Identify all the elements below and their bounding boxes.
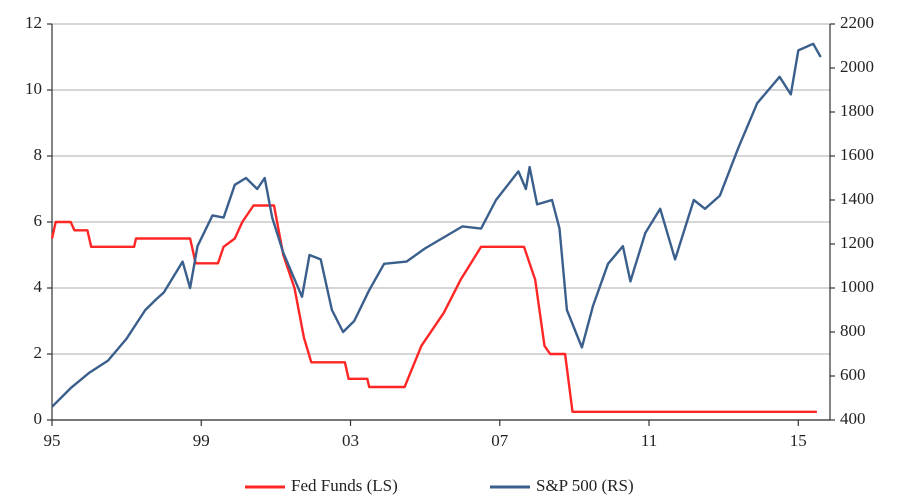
- legend-label: Fed Funds (LS): [291, 476, 398, 495]
- y-tick-label: 4: [34, 277, 43, 296]
- y-tick-label: 6: [34, 211, 43, 230]
- legend-label: S&P 500 (RS): [536, 476, 634, 495]
- y2-tick-label: 2200: [840, 13, 874, 32]
- series-line: [51, 42, 822, 408]
- y-tick-label: 0: [34, 409, 43, 428]
- x-tick-label: 11: [641, 431, 657, 450]
- y-tick-label: 8: [34, 145, 43, 164]
- y2-tick-label: 1800: [840, 101, 874, 120]
- x-tick-label: 95: [44, 431, 61, 450]
- y-tick-label: 12: [25, 13, 42, 32]
- x-tick-label: 15: [790, 431, 807, 450]
- y2-tick-label: 1200: [840, 233, 874, 252]
- y2-tick-label: 1400: [840, 189, 874, 208]
- y-tick-label: 10: [25, 79, 42, 98]
- y2-tick-label: 400: [840, 409, 866, 428]
- series-line: [50, 204, 817, 413]
- x-tick-label: 07: [491, 431, 509, 450]
- x-tick-label: 99: [193, 431, 210, 450]
- y2-tick-label: 800: [840, 321, 866, 340]
- y2-tick-label: 600: [840, 365, 866, 384]
- y-tick-label: 2: [34, 343, 43, 362]
- y2-tick-label: 1600: [840, 145, 874, 164]
- x-tick-label: 03: [342, 431, 359, 450]
- y2-tick-label: 1000: [840, 277, 874, 296]
- y2-tick-label: 2000: [840, 57, 874, 76]
